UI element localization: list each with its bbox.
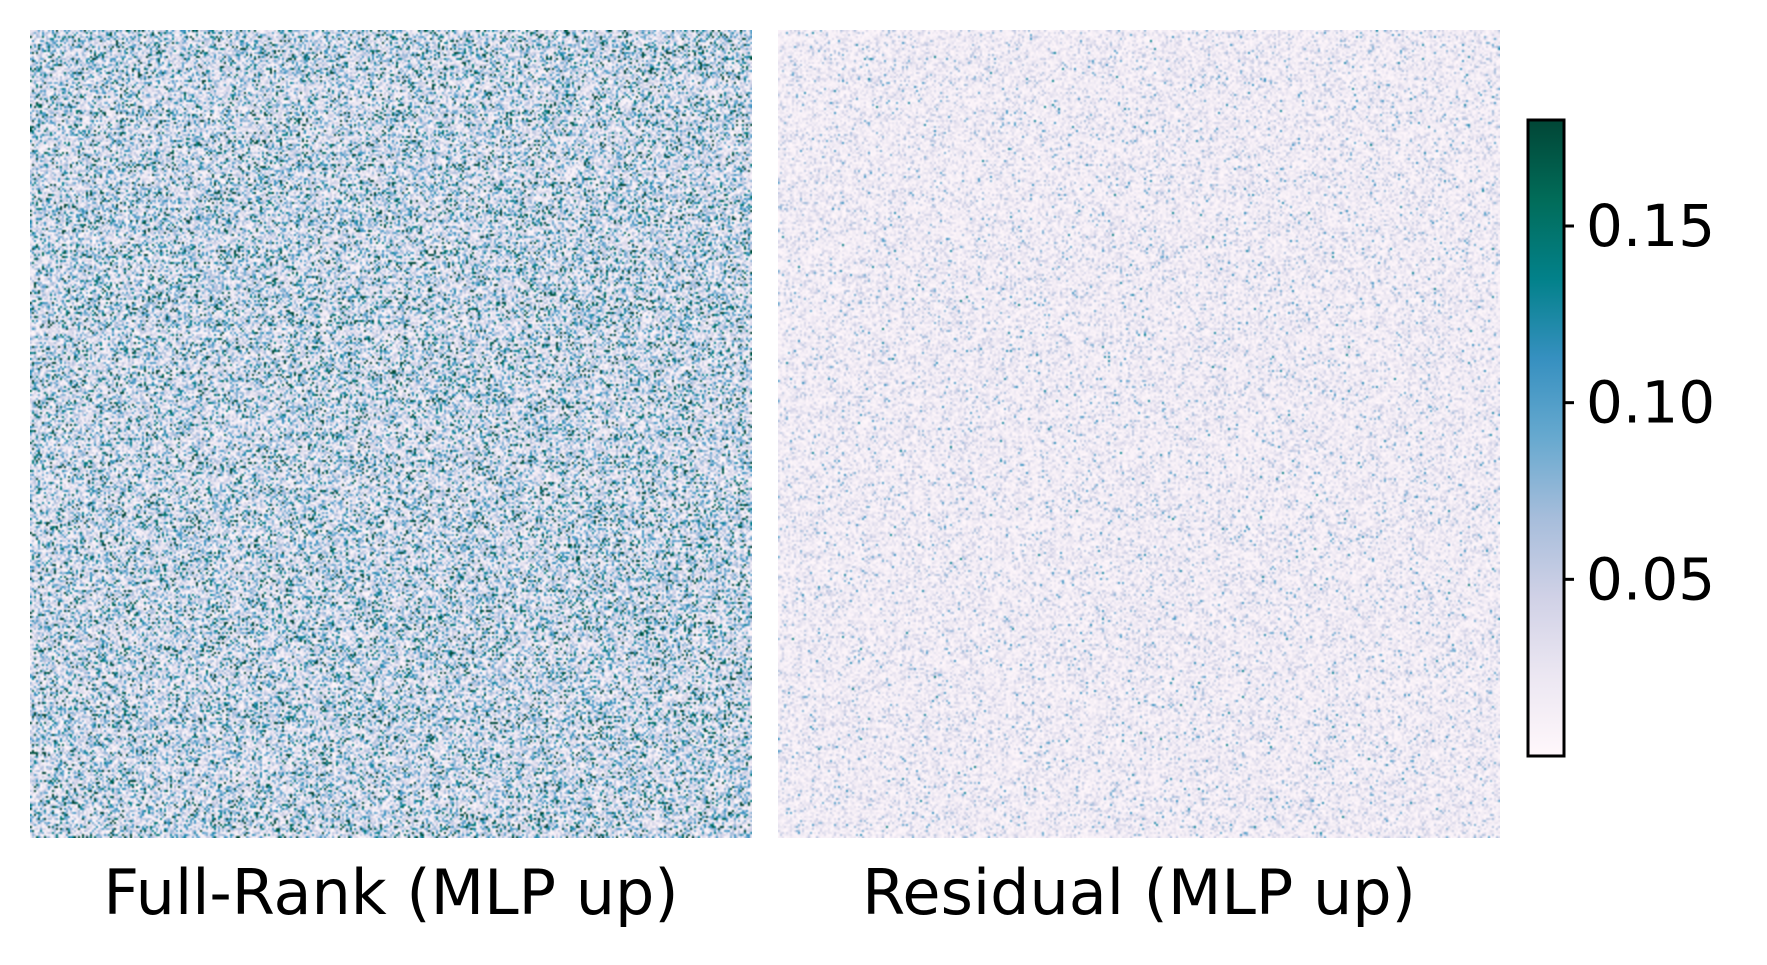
heatmap-full-rank xyxy=(30,30,752,838)
colorbar-ticks: 0.05 0.10 0.15 xyxy=(1564,192,1715,613)
colorbar-tick-label: 0.05 xyxy=(1586,545,1715,613)
panel-label-full-rank: Full-Rank (MLP up) xyxy=(103,856,679,929)
panel-label-residual: Residual (MLP up) xyxy=(862,856,1416,929)
heatmap-residual xyxy=(778,30,1500,838)
colorbar-tick-label: 0.15 xyxy=(1586,192,1715,260)
colorbar-gradient xyxy=(1526,118,1566,758)
colorbar-tick-label: 0.10 xyxy=(1586,369,1715,437)
colorbar: 0.05 0.10 0.15 xyxy=(1526,118,1715,758)
